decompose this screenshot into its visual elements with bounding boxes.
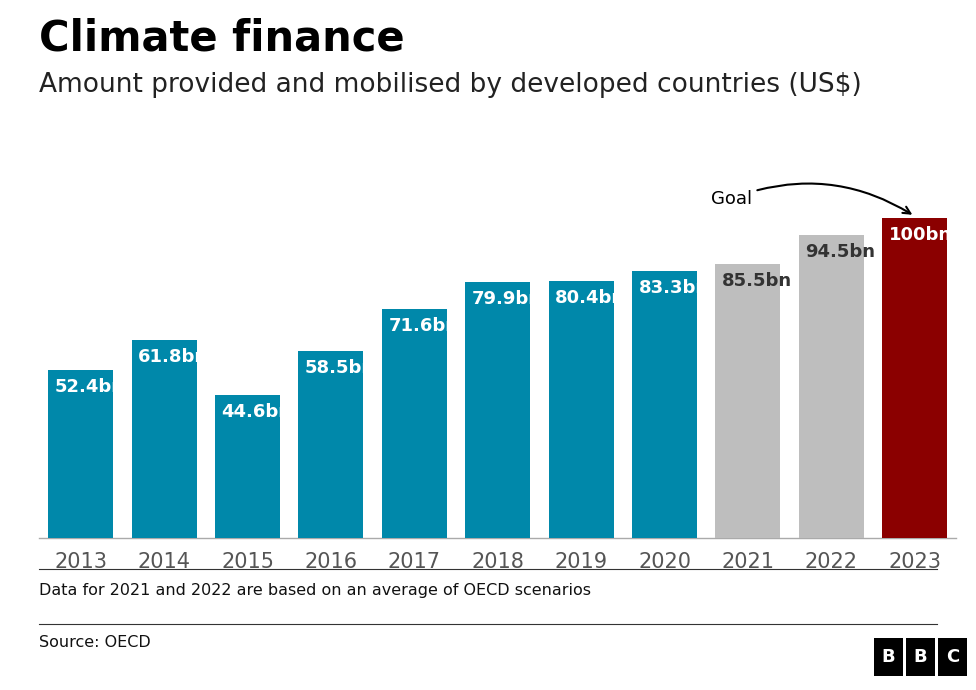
Text: Source: OECD: Source: OECD [39,635,150,650]
Bar [48,371,113,538]
Text: 83.3bn: 83.3bn [638,279,709,297]
Bar [798,235,864,538]
Text: 80.4bn: 80.4bn [555,288,626,306]
Text: C: C [946,648,959,667]
Bar [132,340,197,538]
Bar [466,282,530,538]
Bar [382,309,447,538]
Text: Goal: Goal [711,184,911,214]
Text: 100bn: 100bn [889,226,952,244]
Bar [549,281,614,538]
Bar [715,264,781,538]
Text: Data for 2021 and 2022 are based on an average of OECD scenarios: Data for 2021 and 2022 are based on an a… [39,583,591,598]
Text: 52.4bn: 52.4bn [55,378,125,396]
Bar [299,351,363,538]
Text: 58.5bn: 58.5bn [305,359,375,377]
Bar [215,395,280,538]
Text: B: B [914,648,927,667]
Text: 71.6bn: 71.6bn [388,317,459,335]
Text: B: B [881,648,895,667]
Text: 61.8bn: 61.8bn [139,348,208,366]
Text: Climate finance: Climate finance [39,17,405,59]
Bar [882,218,948,538]
Text: 44.6bn: 44.6bn [222,404,292,422]
Text: Amount provided and mobilised by developed countries (US$): Amount provided and mobilised by develop… [39,72,862,99]
Bar [632,271,697,538]
Text: 79.9bn: 79.9bn [471,290,542,308]
Text: 85.5bn: 85.5bn [722,273,793,290]
Text: 94.5bn: 94.5bn [805,244,875,262]
